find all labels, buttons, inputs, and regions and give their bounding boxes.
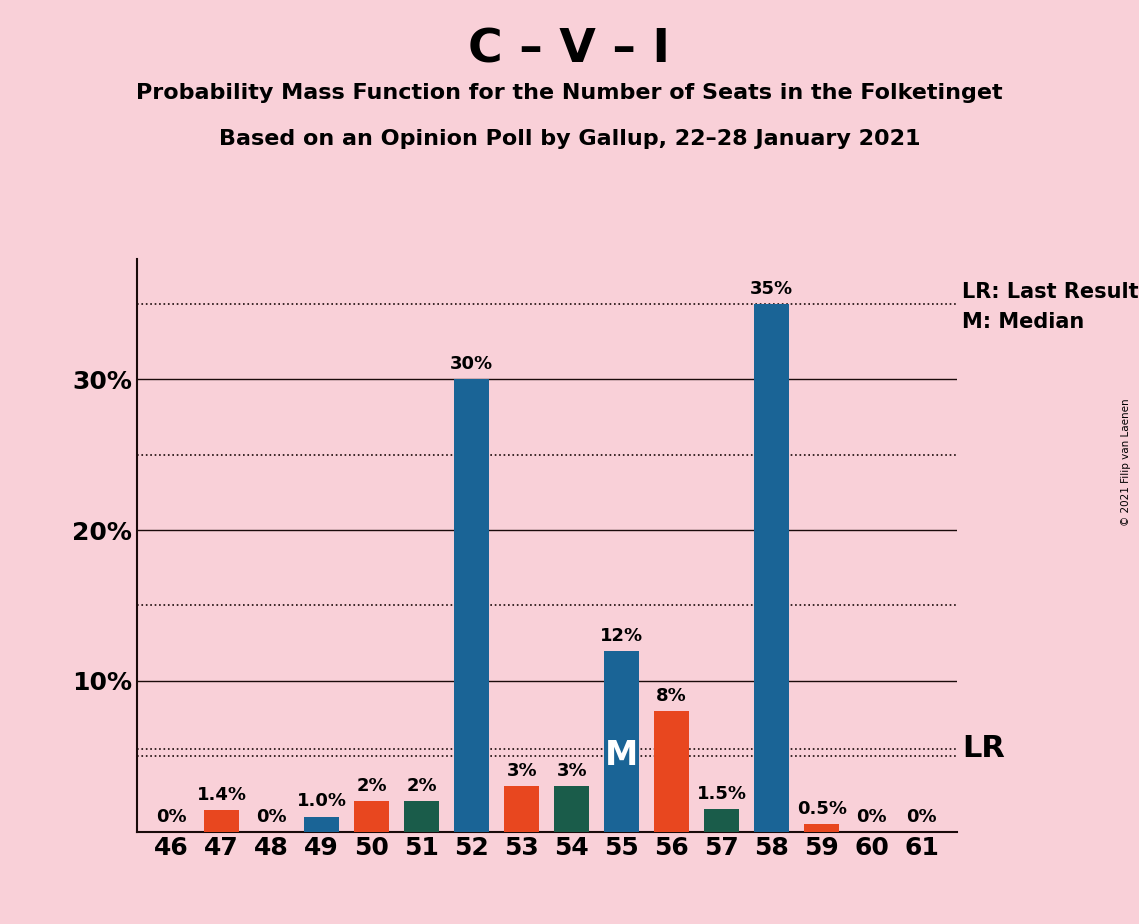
Bar bbox=[754, 304, 789, 832]
Text: LR: LR bbox=[962, 735, 1006, 763]
Bar bbox=[454, 380, 490, 832]
Text: © 2021 Filip van Laenen: © 2021 Filip van Laenen bbox=[1121, 398, 1131, 526]
Text: 1.4%: 1.4% bbox=[197, 786, 247, 805]
Text: 2%: 2% bbox=[357, 777, 387, 796]
Bar bbox=[354, 801, 390, 832]
Text: 2%: 2% bbox=[407, 777, 437, 796]
Text: M: Median: M: Median bbox=[962, 312, 1084, 332]
Text: 1.0%: 1.0% bbox=[296, 793, 346, 810]
Text: 0%: 0% bbox=[907, 808, 937, 825]
Text: M: M bbox=[605, 739, 638, 772]
Text: 0%: 0% bbox=[857, 808, 887, 825]
Text: C – V – I: C – V – I bbox=[468, 28, 671, 73]
Bar bbox=[654, 711, 689, 832]
Bar bbox=[204, 810, 239, 832]
Bar bbox=[804, 824, 839, 832]
Bar bbox=[604, 650, 639, 832]
Text: 0%: 0% bbox=[256, 808, 287, 825]
Bar bbox=[404, 801, 440, 832]
Text: 35%: 35% bbox=[751, 280, 793, 298]
Text: 8%: 8% bbox=[656, 687, 687, 705]
Bar bbox=[505, 786, 539, 832]
Text: 12%: 12% bbox=[600, 626, 644, 645]
Text: 3%: 3% bbox=[557, 762, 587, 781]
Text: 30%: 30% bbox=[450, 356, 493, 373]
Text: 0%: 0% bbox=[156, 808, 187, 825]
Bar bbox=[304, 817, 339, 832]
Text: 3%: 3% bbox=[507, 762, 536, 781]
Text: Based on an Opinion Poll by Gallup, 22–28 January 2021: Based on an Opinion Poll by Gallup, 22–2… bbox=[219, 129, 920, 150]
Text: Probability Mass Function for the Number of Seats in the Folketinget: Probability Mass Function for the Number… bbox=[137, 83, 1002, 103]
Bar bbox=[704, 809, 739, 832]
Text: 1.5%: 1.5% bbox=[697, 785, 747, 803]
Bar bbox=[555, 786, 589, 832]
Text: LR: Last Result: LR: Last Result bbox=[962, 282, 1139, 302]
Text: 0.5%: 0.5% bbox=[797, 800, 846, 818]
